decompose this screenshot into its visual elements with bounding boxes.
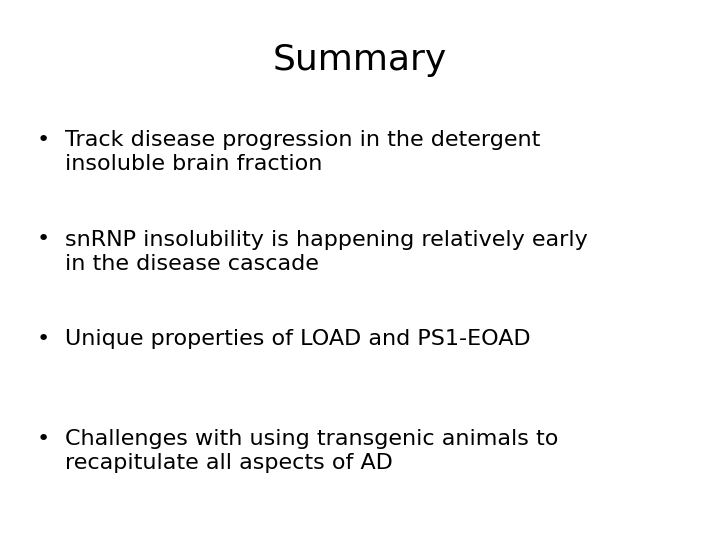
Text: •: • bbox=[37, 130, 50, 150]
Text: Summary: Summary bbox=[273, 43, 447, 77]
Text: Challenges with using transgenic animals to
recapitulate all aspects of AD: Challenges with using transgenic animals… bbox=[65, 429, 558, 473]
Text: •: • bbox=[37, 429, 50, 449]
Text: Unique properties of LOAD and PS1-EOAD: Unique properties of LOAD and PS1-EOAD bbox=[65, 329, 531, 349]
Text: Track disease progression in the detergent
insoluble brain fraction: Track disease progression in the deterge… bbox=[65, 130, 540, 173]
Text: •: • bbox=[37, 230, 50, 249]
Text: •: • bbox=[37, 329, 50, 349]
Text: snRNP insolubility is happening relatively early
in the disease cascade: snRNP insolubility is happening relative… bbox=[65, 230, 588, 273]
